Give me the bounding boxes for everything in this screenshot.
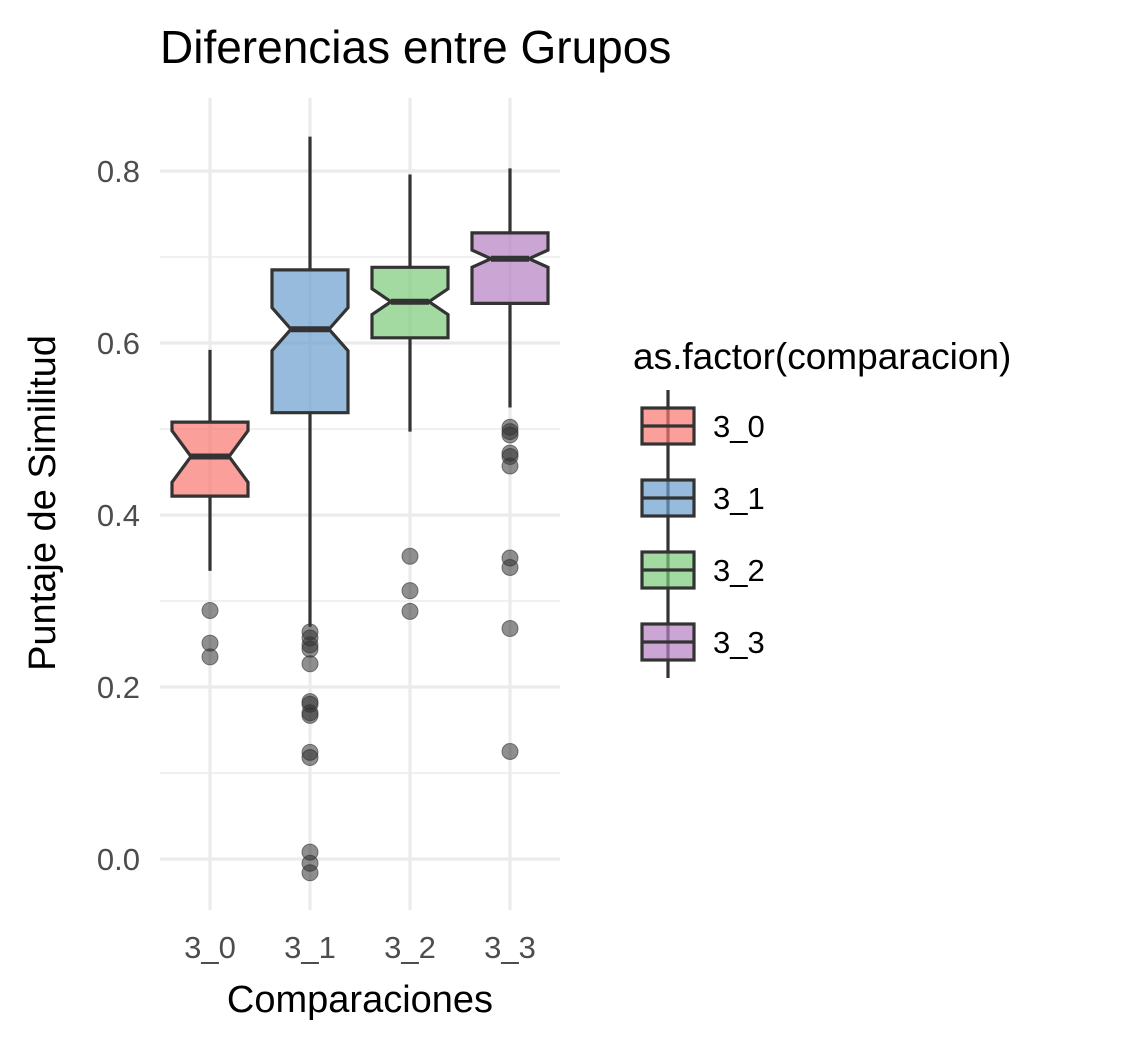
legend-item-3_0: 3_0: [640, 390, 765, 462]
y-tick-label: 0.2: [97, 670, 140, 705]
box-group-3_1: [270, 136, 350, 882]
legend-item-3_2: 3_2: [640, 534, 765, 606]
box-body: [470, 231, 550, 305]
x-tick-label: 3_3: [484, 930, 536, 965]
x-tick-label: 3_2: [384, 930, 436, 965]
legend-label: 3_2: [713, 553, 765, 588]
outlier-point: [201, 648, 219, 666]
outlier-point: [501, 620, 519, 638]
box-group-3_2: [370, 174, 450, 620]
y-axis-title: Puntaje de Similitud: [22, 335, 64, 671]
outlier-point: [501, 743, 519, 760]
legend-label: 3_0: [713, 409, 765, 444]
x-tick-label: 3_1: [284, 930, 336, 965]
legend-item-3_3: 3_3: [640, 606, 765, 678]
x-tick-label: 3_0: [184, 930, 236, 965]
y-tick-label: 0.4: [97, 498, 140, 533]
y-axis-ticks: 0.0 0.2 0.4 0.6 0.8: [97, 154, 140, 877]
legend: as.factor(comparacion) 3_0 3_1 3_2 3_3: [633, 336, 1011, 678]
x-axis-title: Comparaciones: [227, 979, 493, 1021]
box-body: [270, 268, 350, 415]
outlier-point: [401, 547, 419, 565]
y-tick-label: 0.8: [97, 154, 140, 189]
outlier-point: [401, 582, 419, 600]
outlier-point: [301, 655, 319, 673]
box-group-3_3: [470, 168, 550, 760]
outlier-point: [401, 602, 419, 620]
outlier-point: [201, 601, 219, 619]
outlier-point: [501, 457, 519, 475]
grid: [160, 98, 560, 910]
legend-item-3_1: 3_1: [640, 462, 765, 534]
boxes: [170, 136, 550, 882]
outlier-point: [301, 864, 319, 882]
y-tick-label: 0.0: [97, 842, 140, 877]
chart-title: Diferencias entre Grupos: [160, 21, 671, 73]
x-axis-ticks: 3_0 3_1 3_2 3_3: [184, 930, 536, 965]
y-tick-label: 0.6: [97, 326, 140, 361]
outlier-point: [301, 640, 319, 658]
legend-label: 3_1: [713, 481, 765, 516]
outlier-point: [501, 426, 519, 444]
legend-title: as.factor(comparacion): [633, 336, 1011, 377]
box-group-3_0: [170, 349, 250, 666]
outlier-point: [501, 558, 519, 576]
outlier-point: [301, 706, 319, 724]
outlier-point: [301, 749, 319, 767]
legend-label: 3_3: [713, 625, 765, 660]
